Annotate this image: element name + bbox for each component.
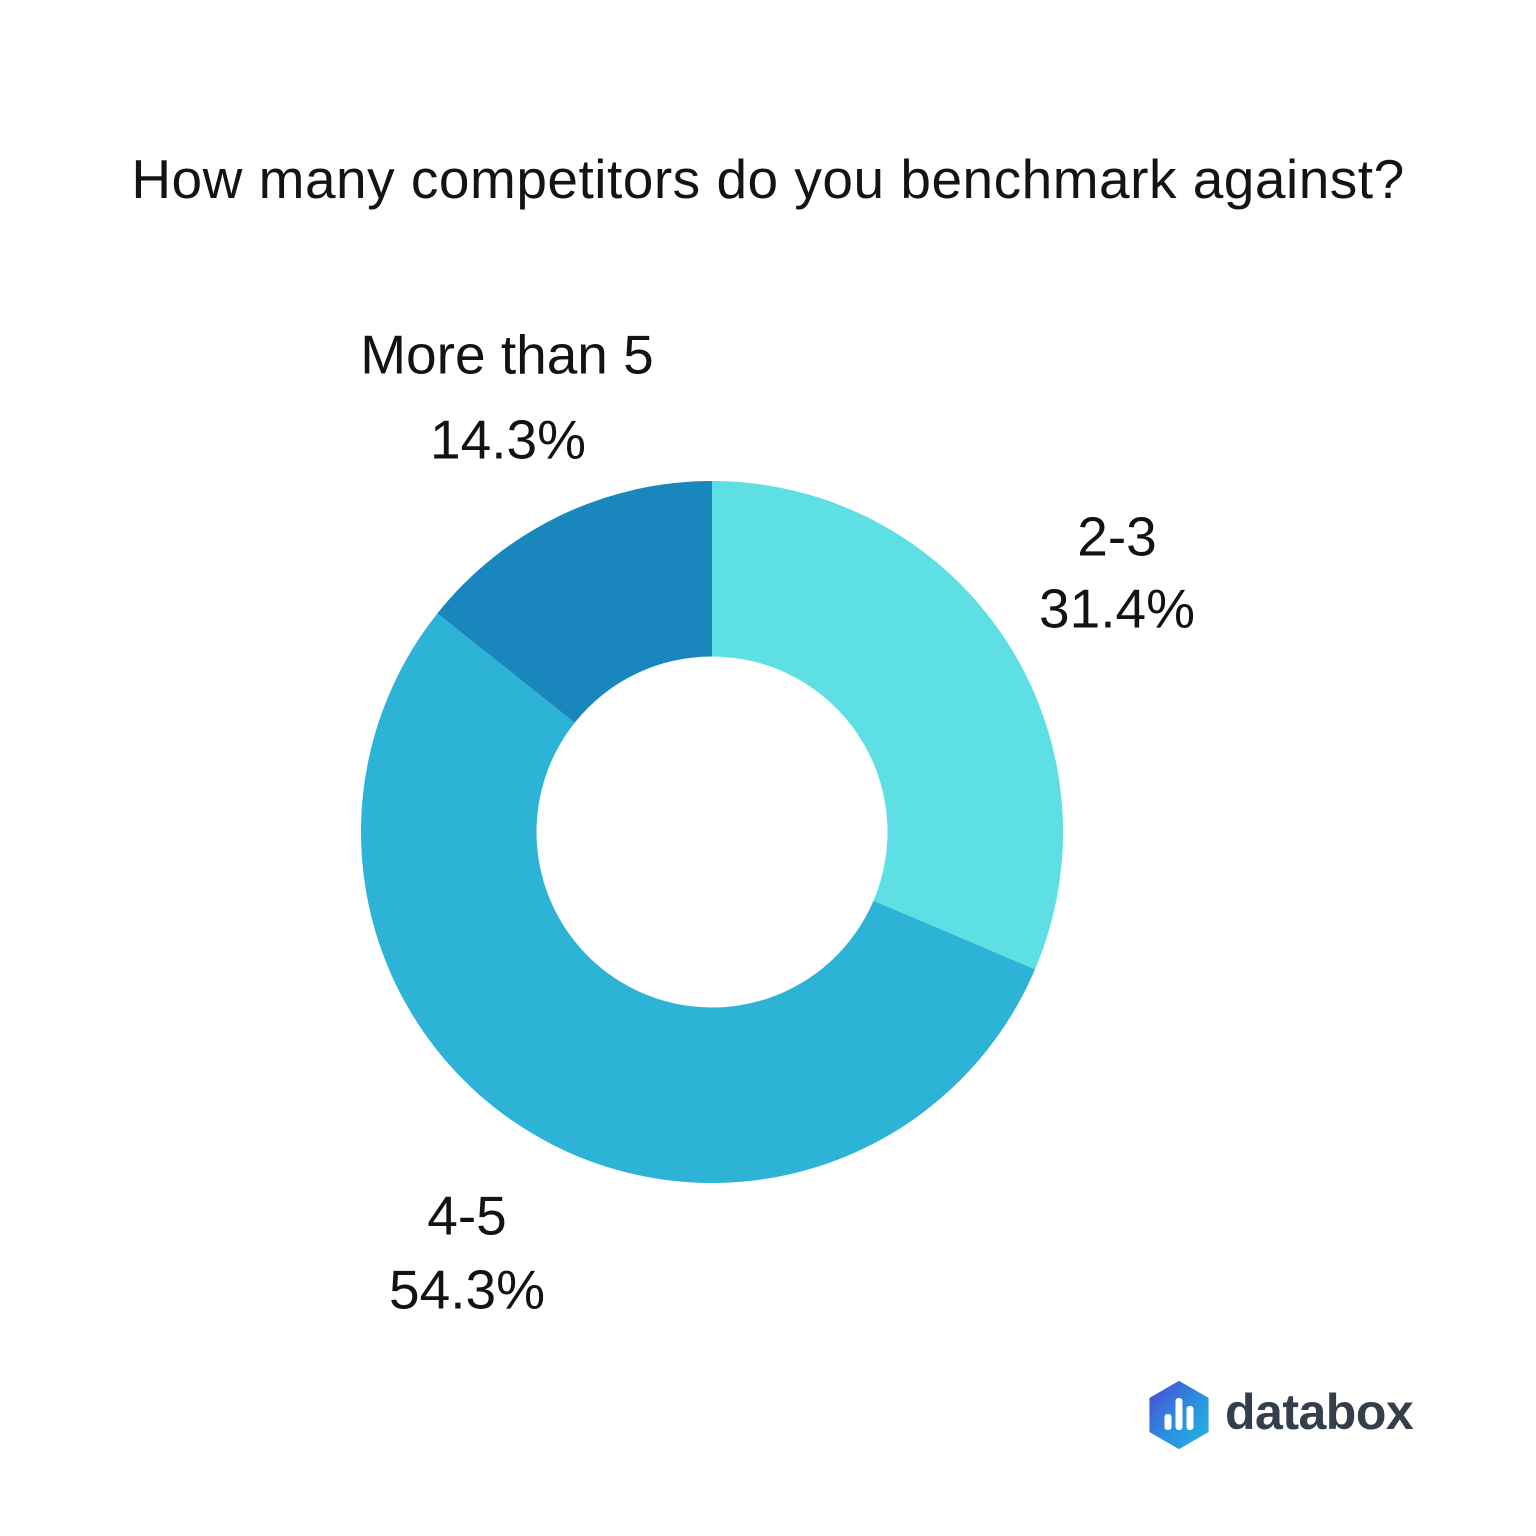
- donut-segment-more-than-5: [437, 481, 712, 723]
- callout-value-more-than-5: 14.3%: [430, 408, 586, 471]
- donut-segment-4-5: [360, 613, 1036, 1184]
- donut-segment-2-3: [712, 481, 1063, 970]
- chart-title: How many competitors do you benchmark ag…: [131, 148, 1405, 210]
- callout-label-4-5: 4-5: [427, 1184, 507, 1247]
- callout-label-2-3: 2-3: [1077, 505, 1157, 568]
- databox-wordmark: databox: [1225, 1384, 1414, 1440]
- callout-value-4-5: 54.3%: [389, 1258, 545, 1321]
- callout-label-more-than-5: More than 5: [360, 323, 654, 386]
- donut-segments: [360, 481, 1063, 1184]
- callout-value-2-3: 31.4%: [1039, 577, 1195, 640]
- databox-hexagon-bars-icon: [1149, 1381, 1209, 1449]
- databox-logo: databox: [1148, 1381, 1414, 1449]
- logo-bar-glyphs: [1164, 1398, 1194, 1430]
